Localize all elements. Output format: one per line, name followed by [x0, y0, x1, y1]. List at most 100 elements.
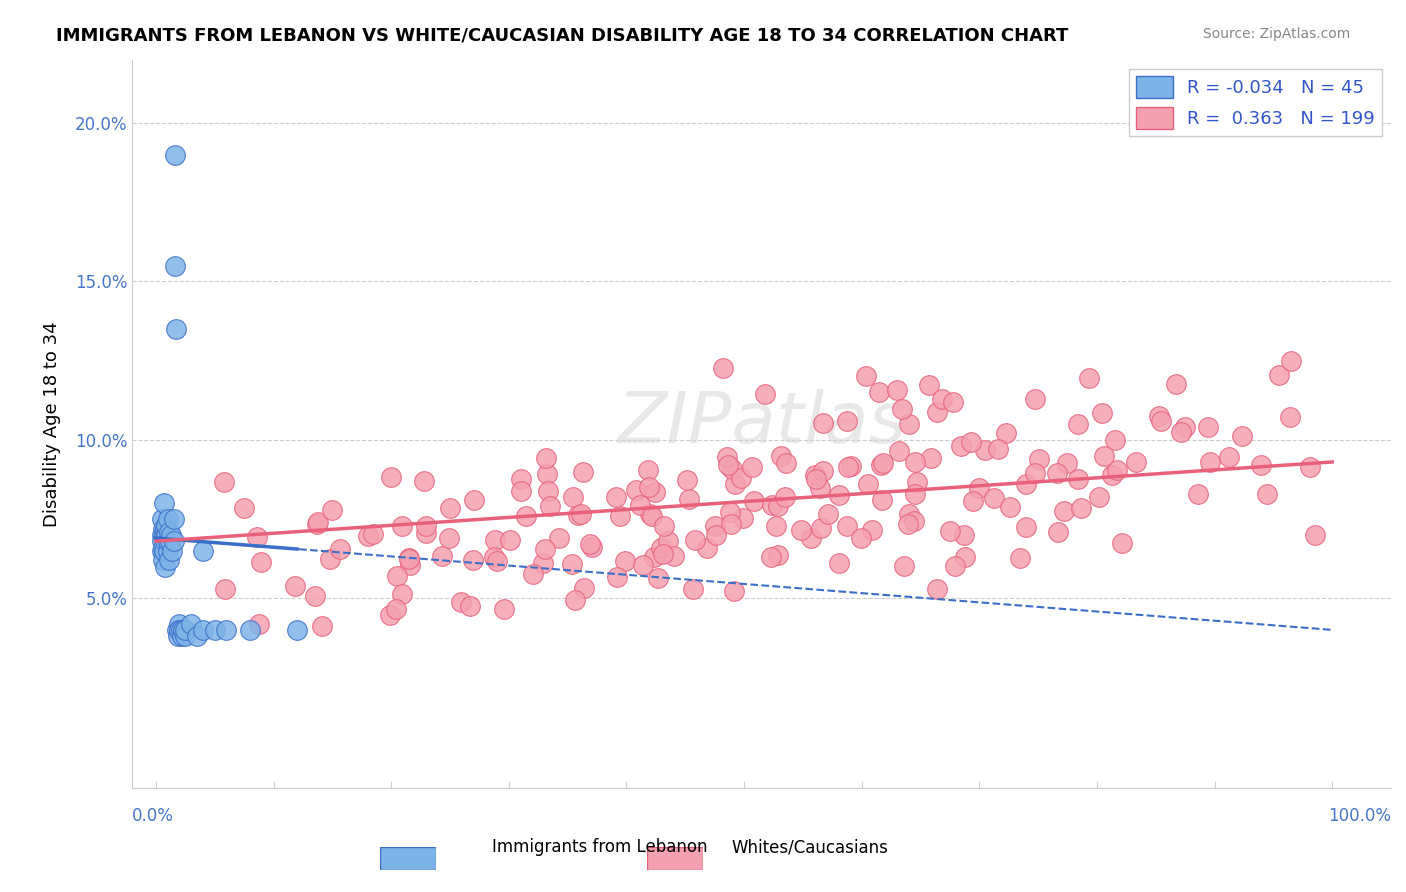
Point — [849, 531, 872, 545]
Point — [870, 458, 893, 472]
Point — [150, 528, 173, 542]
Point — [676, 474, 699, 488]
Point — [903, 487, 925, 501]
Point — [609, 509, 631, 524]
Point — [385, 601, 408, 615]
Point — [160, 528, 183, 542]
Point — [522, 567, 544, 582]
Point — [810, 521, 832, 535]
Point — [494, 602, 516, 616]
Point — [717, 458, 740, 472]
Text: IMMIGRANTS FROM LEBANON VS WHITE/CAUCASIAN DISABILITY AGE 18 TO 34 CORRELATION C: IMMIGRANTS FROM LEBANON VS WHITE/CAUCASI… — [56, 27, 1069, 45]
Point — [510, 472, 533, 486]
Point — [572, 465, 595, 479]
Point — [827, 488, 849, 502]
Point — [450, 595, 472, 609]
Point — [463, 553, 485, 567]
Point — [166, 623, 188, 637]
Point — [153, 528, 176, 542]
Point — [862, 524, 884, 538]
Point — [960, 434, 983, 449]
Point — [538, 500, 561, 514]
Point — [987, 442, 1010, 456]
Point — [156, 534, 179, 549]
Point — [1101, 468, 1123, 483]
Point — [163, 259, 186, 273]
Point — [380, 470, 402, 484]
Point — [1028, 452, 1050, 467]
Point — [152, 541, 174, 555]
Point — [1015, 476, 1038, 491]
Point — [547, 531, 569, 545]
Point — [162, 543, 184, 558]
Point — [1232, 428, 1254, 442]
Point — [174, 623, 197, 637]
Point — [191, 543, 214, 558]
Point — [579, 537, 602, 551]
Point — [898, 508, 921, 522]
Point — [155, 518, 177, 533]
Point — [837, 459, 859, 474]
Point — [430, 549, 453, 564]
Point — [155, 534, 177, 549]
Point — [1047, 524, 1070, 539]
Point — [1024, 466, 1046, 480]
Point — [391, 518, 413, 533]
Point — [415, 519, 437, 533]
Point — [800, 531, 823, 545]
Point — [953, 549, 976, 564]
Point — [905, 475, 928, 490]
Point — [917, 378, 939, 392]
Point — [304, 589, 326, 603]
Point — [962, 493, 984, 508]
Point — [775, 456, 797, 470]
Point — [828, 556, 851, 570]
Point — [537, 483, 560, 498]
Point — [191, 623, 214, 637]
Point — [247, 617, 270, 632]
Point — [720, 462, 742, 476]
Point — [1056, 456, 1078, 470]
Point — [163, 147, 186, 161]
Point — [1104, 434, 1126, 448]
Point — [898, 417, 921, 432]
Point — [155, 521, 177, 535]
Point — [1105, 463, 1128, 477]
Point — [967, 482, 990, 496]
Point — [770, 449, 793, 463]
Point — [215, 623, 238, 637]
Point — [398, 550, 420, 565]
Point — [155, 559, 177, 574]
Point — [167, 629, 190, 643]
Point — [1046, 467, 1069, 481]
Point — [437, 531, 460, 545]
Point — [872, 456, 894, 470]
Point — [391, 587, 413, 601]
Point — [572, 581, 595, 595]
Point — [1170, 425, 1192, 440]
Point — [1197, 419, 1219, 434]
Text: Immigrants from Lebanon: Immigrants from Lebanon — [492, 838, 707, 856]
Point — [652, 548, 675, 562]
Point — [212, 475, 235, 490]
Point — [768, 500, 790, 514]
Point — [1279, 410, 1302, 425]
Point — [856, 476, 879, 491]
Point — [460, 599, 482, 614]
Point — [157, 553, 180, 567]
Point — [329, 541, 352, 556]
Point — [953, 528, 976, 542]
Point — [891, 401, 914, 416]
Point — [305, 516, 328, 531]
Point — [640, 509, 662, 524]
Point — [319, 552, 342, 566]
Point — [742, 494, 765, 508]
Point — [1150, 414, 1173, 428]
Point — [804, 468, 827, 483]
Point — [439, 501, 461, 516]
Point — [169, 623, 191, 637]
Point — [716, 450, 738, 464]
Point — [239, 623, 262, 637]
Point — [704, 528, 727, 542]
Point — [1187, 487, 1209, 501]
